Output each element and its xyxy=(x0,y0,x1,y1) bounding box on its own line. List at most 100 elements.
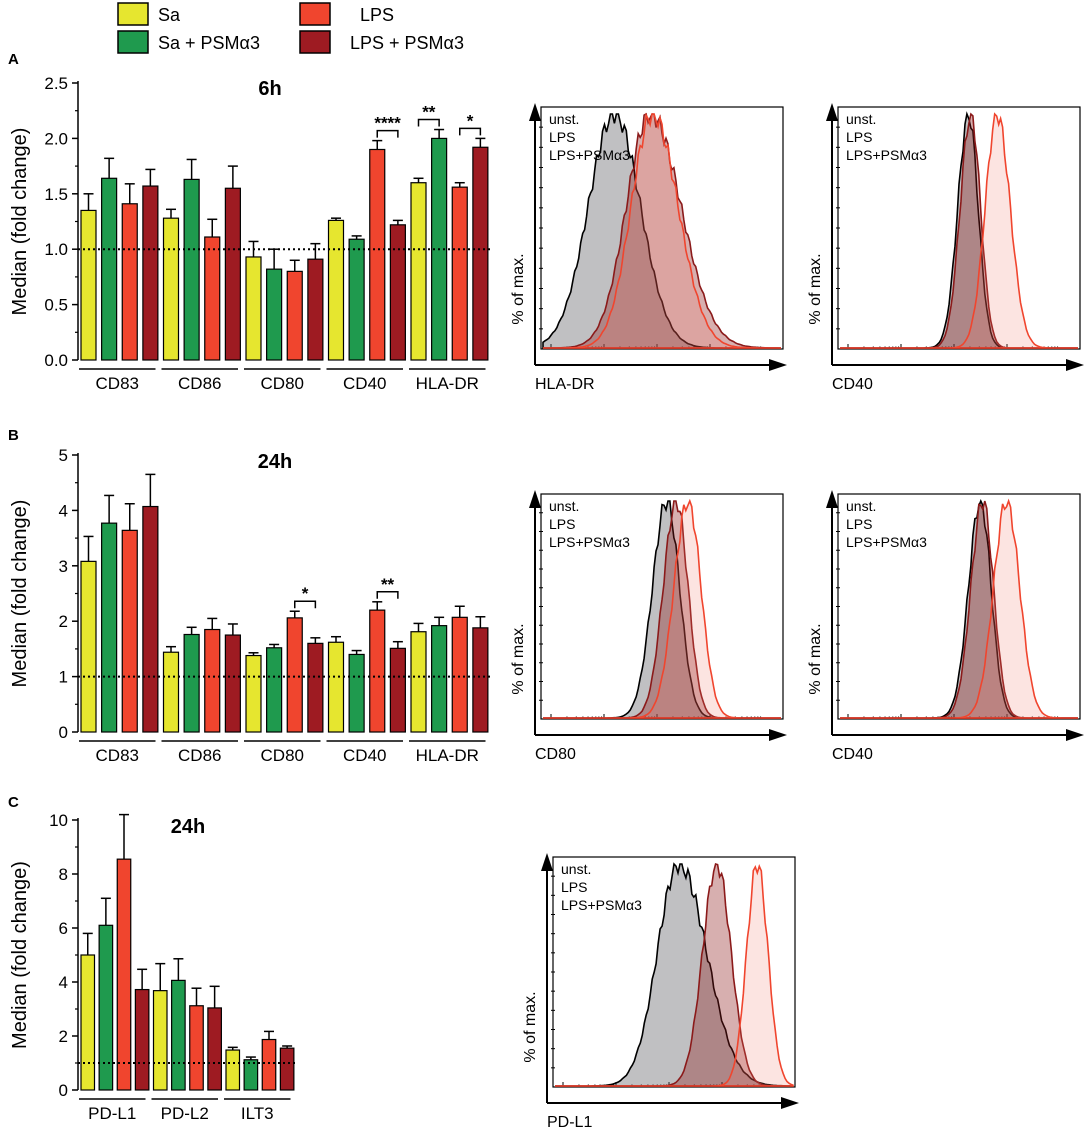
histogram-curve-lps xyxy=(840,498,1078,719)
y-tick-label: 2.0 xyxy=(44,129,68,148)
histogram-curve-lps xyxy=(543,112,781,349)
bar xyxy=(307,642,324,733)
histogram-legend-unst: unst. xyxy=(846,498,876,514)
histogram-cd40-6h: CD40 % of max. unst. LPS LPS+PSMα3 xyxy=(807,103,1084,393)
y-axis-label: % of max. xyxy=(510,253,527,324)
panel-letter-a: A xyxy=(8,51,19,68)
legend-label-lps: LPS xyxy=(360,5,394,25)
y-axis-label: % of max. xyxy=(807,623,824,694)
bar-chart-b: 24h 0 1 2 3 4 5 Median (fold change) CD83 CD86 CD8… xyxy=(9,446,492,765)
legend-label-sa: Sa xyxy=(158,5,181,25)
legend-swatch-lps xyxy=(299,2,331,26)
bar xyxy=(101,177,118,361)
significance-bracket xyxy=(459,127,482,136)
bar xyxy=(207,1007,222,1091)
bar xyxy=(243,1059,259,1091)
bar xyxy=(98,924,114,1091)
bar xyxy=(183,633,200,733)
y-axis-label: % of max. xyxy=(510,623,527,694)
bar xyxy=(451,186,468,361)
bar xyxy=(472,146,489,361)
x-axis-label: CD40 xyxy=(832,376,873,393)
bar xyxy=(451,616,468,733)
x-tick-label: CD80 xyxy=(261,746,304,765)
y-tick-label: 0.0 xyxy=(44,351,68,370)
histogram-legend-lps: LPS xyxy=(846,129,872,145)
x-arrowhead xyxy=(1066,729,1084,741)
x-arrowhead xyxy=(769,359,787,371)
bar xyxy=(266,647,283,733)
bar xyxy=(152,990,168,1091)
panel-letter-b: B xyxy=(8,427,19,444)
x-axis-label: CD40 xyxy=(832,746,873,763)
y-tick-label: 2 xyxy=(59,1027,68,1046)
bar xyxy=(327,219,345,361)
x-tick-label: HLA-DR xyxy=(416,374,479,393)
significance-label: * xyxy=(467,111,474,130)
x-tick-label: CD40 xyxy=(343,374,386,393)
bar xyxy=(472,627,489,733)
histogram-legend-unst: unst. xyxy=(846,111,876,127)
y-tick-label: 1 xyxy=(59,668,68,687)
significance-bracket xyxy=(417,118,440,127)
bar xyxy=(183,178,200,361)
histogram-curve-lps xyxy=(543,498,781,719)
chart-title: 6h xyxy=(258,78,281,100)
bar xyxy=(134,988,150,1091)
x-axis-label: HLA-DR xyxy=(535,376,595,393)
bar-chart-c: 24h 0 2 4 6 8 10 Median (fold change) PD-L1 PD-L2… xyxy=(9,811,296,1123)
histogram-legend-lps-psm: LPS+PSMα3 xyxy=(561,897,642,913)
bar xyxy=(286,617,303,733)
histogram-pd-l1: PD-L1 % of max. unst. LPS LPS+PSMα3 xyxy=(522,853,799,1128)
y-tick-label: 0 xyxy=(59,1081,68,1100)
bar xyxy=(261,1038,277,1091)
histogram-legend-unst: unst. xyxy=(549,111,579,127)
bar-chart-a: 6h 0.0 0.5 1.0 1.5 2.0 2.5 Median (fold change)… xyxy=(9,74,492,393)
y-tick-label: 0 xyxy=(59,723,68,742)
x-tick-label: CD83 xyxy=(96,746,139,765)
significance-label: ** xyxy=(422,103,436,122)
significance-label: * xyxy=(302,584,309,603)
x-axis-label: PD-L1 xyxy=(547,1114,592,1128)
y-tick-label: 2.5 xyxy=(44,74,68,93)
bar xyxy=(162,651,180,733)
x-arrowhead xyxy=(781,1097,799,1109)
y-axis-label: % of max. xyxy=(807,253,824,324)
x-tick-label: PD-L1 xyxy=(88,1104,136,1123)
bar xyxy=(116,858,132,1091)
bar xyxy=(266,268,283,361)
bar xyxy=(204,628,221,733)
x-axis-label: CD80 xyxy=(535,746,576,763)
histogram-legend-lps: LPS xyxy=(561,879,587,895)
bar xyxy=(224,187,241,361)
y-axis-label: % of max. xyxy=(522,991,539,1062)
bar xyxy=(389,647,406,733)
bar xyxy=(348,653,365,733)
y-tick-label: 6 xyxy=(59,919,68,938)
bar xyxy=(245,256,262,361)
x-tick-label: ILT3 xyxy=(241,1104,274,1123)
legend-swatch-sa xyxy=(117,2,149,26)
significance-bracket xyxy=(376,129,399,138)
y-axis-label: Median (fold change) xyxy=(9,861,31,1049)
y-arrowhead xyxy=(541,853,553,871)
significance-bracket xyxy=(376,591,399,599)
histogram-legend-lps: LPS xyxy=(549,516,575,532)
bar xyxy=(245,654,262,733)
y-tick-label: 8 xyxy=(59,865,68,884)
histogram-legend-lps-psm: LPS+PSMα3 xyxy=(549,534,630,550)
bar xyxy=(369,148,386,361)
histogram-curve-lps xyxy=(840,112,1078,349)
y-arrowhead xyxy=(826,490,838,508)
legend-swatch-lps-psm xyxy=(299,30,331,54)
bar xyxy=(142,505,159,733)
legend-item-lps: LPS xyxy=(299,2,394,26)
y-arrowhead xyxy=(826,103,838,121)
histogram-curve-lps xyxy=(555,864,794,1087)
y-tick-label: 1.0 xyxy=(44,240,68,259)
x-tick-label: PD-L2 xyxy=(161,1104,209,1123)
y-arrowhead xyxy=(529,103,541,121)
bar xyxy=(327,641,345,733)
y-tick-label: 10 xyxy=(49,811,68,830)
